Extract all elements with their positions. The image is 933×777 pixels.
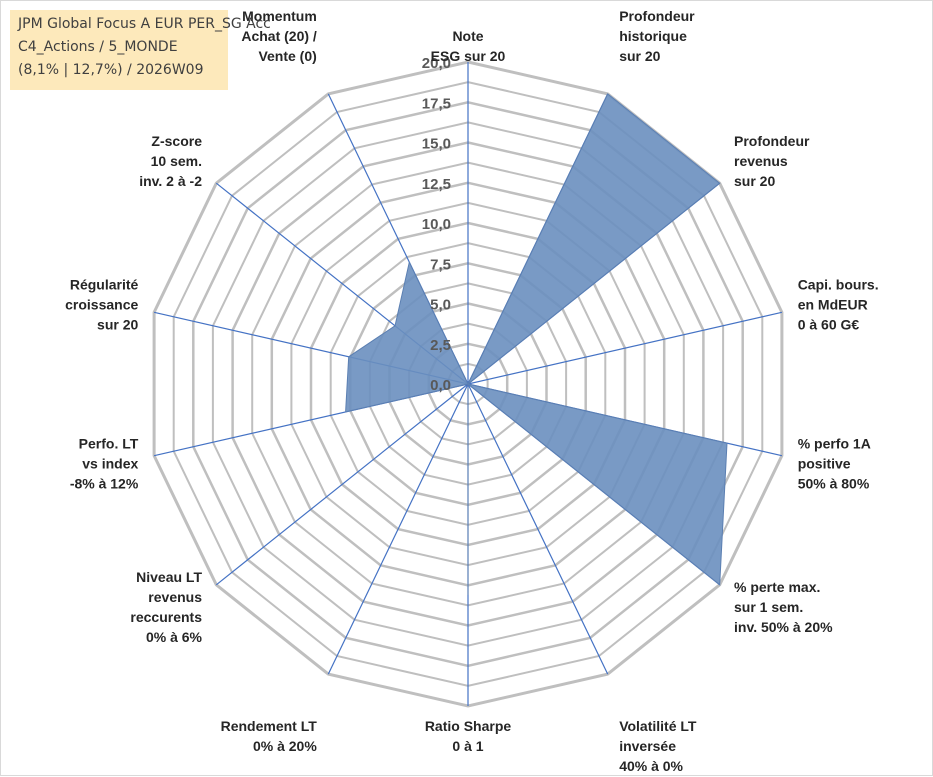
axis-label: Rendement LT 0% à 20% bbox=[221, 718, 318, 754]
tick-label: 12,5 bbox=[422, 176, 451, 193]
tick-label: 15,0 bbox=[422, 136, 451, 153]
axis-label: % perte max. sur 1 sem. inv. 50% à 20% bbox=[734, 579, 833, 635]
axis-spoke bbox=[467, 311, 783, 385]
axis-label: Profondeur historique sur 20 bbox=[619, 8, 695, 64]
radar-series bbox=[345, 93, 728, 595]
tick-label: 2,5 bbox=[430, 337, 451, 354]
fund-name: JPM Global Focus A EUR PER_SG Acc bbox=[18, 16, 271, 32]
axis-label: Perfo. LT vs index -8% à 12% bbox=[70, 436, 139, 492]
axis-spoke bbox=[327, 383, 469, 675]
tick-label: 10,0 bbox=[422, 216, 451, 233]
axis-label: Momentum Achat (20) / Vente (0) bbox=[241, 8, 317, 64]
axis-label: Profondeur revenus sur 20 bbox=[734, 133, 810, 189]
tick-label: 7,5 bbox=[430, 256, 451, 273]
fund-info-box: JPM Global Focus A EUR PER_SG Acc C4_Act… bbox=[10, 10, 271, 90]
axis-label: Volatilité LT inversée 40% à 0% bbox=[619, 718, 697, 774]
radar-axis-labels: Note ESG sur 20 Profondeur historique sur 20… bbox=[65, 8, 878, 774]
axis-spoke bbox=[215, 383, 469, 586]
tick-label: 17,5 bbox=[422, 95, 451, 112]
axis-label: Ratio Sharpe 0 à 1 bbox=[425, 718, 512, 754]
axis-label: Note ESG sur 20 bbox=[431, 28, 506, 64]
tick-label: 5,0 bbox=[430, 297, 451, 314]
axis-spoke bbox=[467, 383, 609, 675]
fund-stats: (8,1% | 12,7%) / 2026W09 bbox=[18, 62, 204, 78]
axis-label: Capi. bours. en MdEUR 0 à 60 G€ bbox=[798, 276, 879, 332]
fund-category: C4_Actions / 5_MONDE bbox=[18, 39, 178, 55]
series-area bbox=[345, 93, 728, 595]
axis-label: Z-score 10 sem. inv. 2 à -2 bbox=[139, 133, 202, 189]
axis-label: Niveau LT revenus reccurents 0% à 6% bbox=[130, 569, 202, 645]
radar-tick-labels: 0,0 2,5 5,0 7,5 10,0 12,5 15,0 17,5 20,0 bbox=[422, 55, 451, 394]
axis-label: Régularité croissance sur 20 bbox=[65, 276, 138, 332]
tick-label: 0,0 bbox=[430, 377, 451, 394]
axis-label: % perfo 1A positive 50% à 80% bbox=[798, 436, 871, 492]
tick-label: 20,0 bbox=[422, 55, 451, 72]
